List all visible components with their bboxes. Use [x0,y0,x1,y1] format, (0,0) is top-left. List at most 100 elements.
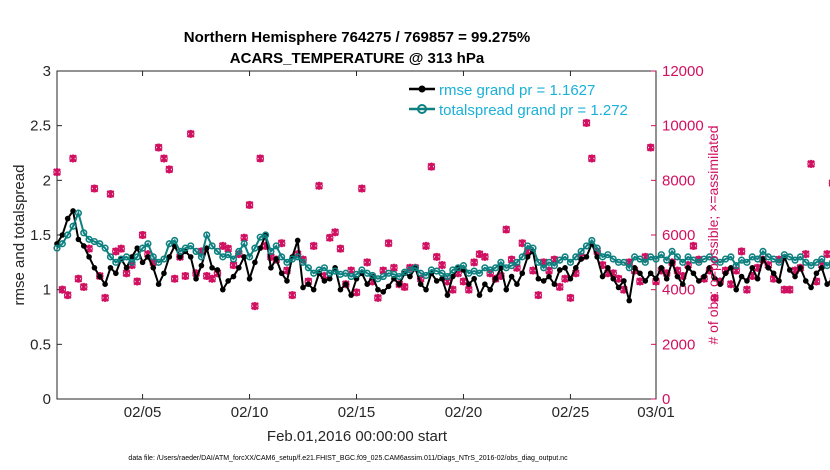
x-axis-label: Feb.01,2016 00:00:00 start [267,428,448,445]
rmse-point [113,270,119,277]
rmse-point [59,232,66,238]
totalspread-point [106,253,115,261]
rmse-point [540,278,547,284]
totalspread-point [507,262,516,270]
rmse-point [706,265,713,271]
rmse-point [824,281,830,288]
totalspread-point [695,258,703,266]
totalspread-point [459,262,468,270]
rmse-point [733,286,740,293]
rmse-point [145,254,151,260]
obs-assimilated-marker [106,190,115,198]
obs-assimilated-marker [480,252,489,261]
rmse-point [786,267,793,273]
totalspread-point [64,231,72,239]
y2-tick-label: 2000 [662,336,695,353]
rmse-point [294,237,301,244]
rmse-point [487,286,494,293]
rmse-point [776,278,782,284]
rmse-point [91,265,98,271]
totalspread-point [475,269,484,277]
rmse-point [364,281,370,288]
y-axis-label: rmse and totalspread [11,165,28,306]
rmse-point [321,278,328,284]
obs-assimilated-marker [357,184,366,193]
obs-assimilated-marker [737,247,746,256]
rmse-point [198,262,205,269]
obs-assimilated-marker [807,159,816,168]
totalspread-point [625,264,633,272]
legend-spread-label: totalspread grand pr = 1.272 [439,102,628,119]
totalspread-point [812,258,821,266]
rmse-point [797,265,804,271]
obs-assimilated-marker [400,282,409,291]
rmse-point [792,273,798,280]
obs-assimilated-marker [218,241,227,250]
obs-assimilated-marker [470,258,479,267]
rmse-point [754,275,761,282]
rmse-point [155,281,162,288]
totalspread-point [588,236,596,245]
rmse-point [64,215,71,222]
totalspread-point [743,258,751,266]
y-tick-label: 1 [43,282,51,299]
totalspread-point [716,258,724,266]
rmse-point [236,265,242,271]
obs-assimilated-marker [352,288,361,297]
rmse-point [444,292,451,298]
rmse-point [690,270,697,277]
totalspread-point [261,231,270,239]
rmse-point [669,259,675,266]
rmse-point [535,275,542,282]
obs-assimilated-marker [475,250,484,259]
rmse-point [449,273,456,280]
obs-assimilated-marker [325,233,334,242]
totalspread-point [684,253,692,261]
totalspread-point [663,256,671,264]
totalspread-point [518,253,526,261]
rmse-point [594,254,600,260]
totalspread-point [320,264,329,272]
obs-assimilated-marker [315,181,323,190]
rmse-point [407,273,413,280]
totalspread-point [636,255,644,263]
obs-assimilated-marker [181,272,190,280]
rmse-point [134,245,141,251]
rmse-point [679,281,686,288]
rmse-point [278,270,285,277]
rmse-point [663,275,670,282]
obs-assimilated-marker [90,184,99,193]
totalspread-point [53,244,61,252]
rmse-point [209,265,215,271]
rmse-point [380,289,387,295]
obs-assimilated-marker [170,274,179,283]
totalspread-point [561,253,569,261]
obs-assimilated-marker [636,277,644,286]
rmse-point [605,265,611,271]
rmse-point [257,245,264,251]
rmse-point [107,265,114,271]
totalspread-point [352,270,361,278]
rmse-point [717,281,723,288]
y-tick-label: 2.5 [30,118,51,135]
totalspread-point [732,262,740,270]
obs-assimilated-marker [154,143,163,152]
totalspread-point [422,271,430,280]
totalspread-point [144,240,152,248]
totalspread-point [513,258,521,266]
totalspread-point [705,253,714,261]
legend-spread-marker [417,104,427,114]
rmse-point [808,284,814,291]
totalspread-point [235,247,243,255]
obs-assimilated-marker [111,247,120,256]
rmse-point [701,273,707,280]
obs-assimilated-marker [250,302,259,311]
totalspread-point [609,255,617,263]
totalspread-point [128,258,136,266]
rmse-point [546,273,552,280]
obs-assimilated-marker [422,241,430,250]
legend: rmse grand pr = 1.1627 totalspread grand… [409,82,628,119]
rmse-point [273,256,280,262]
obs-assimilated-marker [309,241,318,250]
rmse-point [658,265,665,271]
